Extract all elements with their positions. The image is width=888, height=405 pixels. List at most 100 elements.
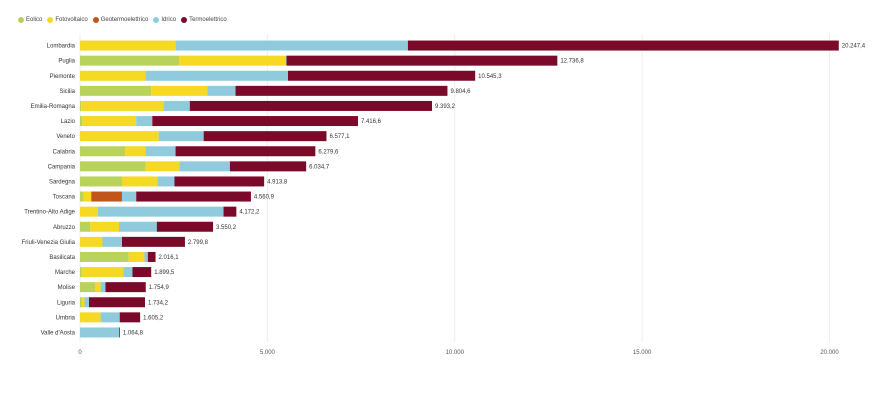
category-label-abruzzo: Abruzzo [53, 225, 76, 231]
bar-umbria-idrico[interactable] [100, 312, 120, 323]
bar-basilicata-eolico[interactable] [80, 251, 129, 262]
bar-marche-fotovoltaico[interactable] [81, 267, 124, 278]
bar-emilia-romagna-termoelettrico[interactable] [189, 100, 433, 111]
bar-toscana-termoelettrico[interactable] [136, 191, 251, 202]
category-label-piemonte: Piemonte [50, 74, 76, 80]
bar-trentino-alto-adige-termoelettrico[interactable] [223, 206, 237, 217]
bar-molise-eolico[interactable] [80, 282, 95, 293]
category-label-molise: Molise [58, 285, 76, 291]
bar-friuli-venezia-giulia-idrico[interactable] [102, 236, 122, 247]
bar-puglia-eolico[interactable] [80, 55, 180, 66]
legend-item-fotovoltaico[interactable]: Fotovoltaico [47, 17, 88, 23]
bar-abruzzo-eolico[interactable] [80, 221, 91, 232]
bar-piemonte-termoelettrico[interactable] [287, 70, 476, 81]
bar-umbria-termoelettrico[interactable] [119, 312, 141, 323]
legend-swatch-geotermoelettrico [92, 17, 99, 23]
bar-liguria-idrico[interactable] [84, 297, 89, 308]
bar-friuli-venezia-giulia-fotovoltaico[interactable] [80, 236, 103, 247]
bar-lombardia-idrico[interactable] [175, 40, 408, 51]
bar-liguria-eolico[interactable] [80, 297, 82, 308]
bar-toscana-idrico[interactable] [121, 191, 137, 202]
bar-campania-fotovoltaico[interactable] [145, 161, 180, 172]
bar-veneto-fotovoltaico[interactable] [80, 131, 159, 142]
bar-sardegna-termoelettrico[interactable] [174, 176, 265, 187]
bar-liguria-termoelettrico[interactable] [88, 297, 145, 308]
bar-veneto-termoelettrico[interactable] [203, 131, 327, 142]
bar-valle-d-aosta-idrico[interactable] [80, 327, 120, 338]
bar-calabria-idrico[interactable] [145, 146, 176, 157]
bar-abruzzo-fotovoltaico[interactable] [90, 221, 119, 232]
bar-campania-eolico[interactable] [80, 161, 146, 172]
bar-marche-eolico[interactable] [80, 267, 82, 278]
bar-piemonte-fotovoltaico[interactable] [80, 70, 146, 81]
bar-calabria-fotovoltaico[interactable] [124, 146, 146, 157]
bar-lazio-idrico[interactable] [136, 116, 153, 127]
category-label-umbria: Umbria [56, 315, 76, 321]
bar-campania-idrico[interactable] [179, 161, 230, 172]
bar-lazio-termoelettrico[interactable] [152, 116, 358, 127]
legend-label-geotermoelettrico: Geotermoelettrico [100, 17, 149, 23]
bar-puglia-termoelettrico[interactable] [286, 55, 558, 66]
bar-veneto-idrico[interactable] [158, 131, 204, 142]
bar-lombardia-fotovoltaico[interactable] [80, 40, 176, 51]
bar-basilicata-termoelettrico[interactable] [147, 251, 156, 262]
bar-puglia-idrico[interactable] [286, 55, 287, 66]
bar-sardegna-eolico[interactable] [80, 176, 122, 187]
bar-lazio-fotovoltaico[interactable] [82, 116, 137, 127]
bar-abruzzo-idrico[interactable] [118, 221, 157, 232]
category-label-puglia: Puglia [58, 59, 75, 65]
bar-trentino-alto-adige-idrico[interactable] [97, 206, 224, 217]
bar-lazio-eolico[interactable] [80, 116, 83, 127]
total-label-molise: 1.754,9 [149, 285, 170, 291]
bar-marche-idrico[interactable] [123, 267, 133, 278]
bar-sicilia-idrico[interactable] [207, 85, 236, 96]
legend-label-idrico: Idrico [161, 17, 177, 23]
total-label-valle-d-aosta: 1.064,8 [123, 330, 144, 336]
bar-toscana-fotovoltaico[interactable] [83, 191, 92, 202]
bar-abruzzo-termoelettrico[interactable] [156, 221, 214, 232]
bar-emilia-romagna-eolico[interactable] [80, 100, 82, 111]
legend-item-eolico[interactable]: Eolico [18, 17, 42, 23]
bar-liguria-fotovoltaico[interactable] [81, 297, 85, 308]
bar-basilicata-idrico[interactable] [144, 251, 148, 262]
legend-label-fotovoltaico: Fotovoltaico [55, 17, 88, 23]
bar-toscana-geotermoelettrico[interactable] [91, 191, 122, 202]
bar-basilicata-fotovoltaico[interactable] [128, 251, 145, 262]
legend-item-termoelettrico[interactable]: Termoelettrico [181, 17, 227, 23]
legend-swatch-eolico [18, 17, 24, 23]
bar-emilia-romagna-fotovoltaico[interactable] [81, 100, 164, 111]
category-label-emilia-romagna: Emilia-Romagna [31, 104, 76, 110]
legend-item-geotermoelettrico[interactable]: Geotermoelettrico [92, 17, 149, 23]
category-label-marche: Marche [55, 270, 76, 276]
bar-trentino-alto-adige-fotovoltaico[interactable] [80, 206, 98, 217]
bar-calabria-termoelettrico[interactable] [175, 146, 316, 157]
total-label-toscana: 4.560,9 [254, 195, 275, 201]
bar-calabria-eolico[interactable] [80, 146, 125, 157]
total-label-emilia-romagna: 9.393,2 [435, 104, 456, 110]
x-tick-label: 20.000 [820, 350, 839, 356]
bar-sicilia-eolico[interactable] [80, 85, 152, 96]
chart-legend: Eolico Fotovoltaico Geotermoelettrico Id… [18, 14, 232, 26]
bar-piemonte-idrico[interactable] [145, 70, 288, 81]
bar-campania-termoelettrico[interactable] [229, 161, 307, 172]
bar-molise-idrico[interactable] [100, 282, 106, 293]
bar-valle-d-aosta-termoelettrico[interactable] [119, 327, 120, 338]
bar-puglia-fotovoltaico[interactable] [179, 55, 287, 66]
x-tick-label: 5.000 [260, 350, 276, 356]
bar-marche-termoelettrico[interactable] [132, 267, 152, 278]
bar-molise-fotovoltaico[interactable] [94, 282, 101, 293]
bars-layer [80, 40, 839, 338]
bar-sardegna-idrico[interactable] [157, 176, 175, 187]
bar-friuli-venezia-giulia-termoelettrico[interactable] [121, 236, 185, 247]
legend-swatch-idrico [153, 17, 160, 23]
bar-sicilia-fotovoltaico[interactable] [151, 85, 208, 96]
bar-molise-termoelettrico[interactable] [105, 282, 146, 293]
bar-emilia-romagna-idrico[interactable] [163, 100, 190, 111]
legend-item-idrico[interactable]: Idrico [153, 17, 176, 23]
bar-sardegna-fotovoltaico[interactable] [121, 176, 158, 187]
bar-toscana-eolico[interactable] [80, 191, 84, 202]
total-label-trentino-alto-adige: 4.172,2 [239, 210, 260, 216]
bar-sicilia-termoelettrico[interactable] [235, 85, 448, 96]
bar-lombardia-termoelettrico[interactable] [407, 40, 839, 51]
bar-umbria-fotovoltaico[interactable] [80, 312, 101, 323]
